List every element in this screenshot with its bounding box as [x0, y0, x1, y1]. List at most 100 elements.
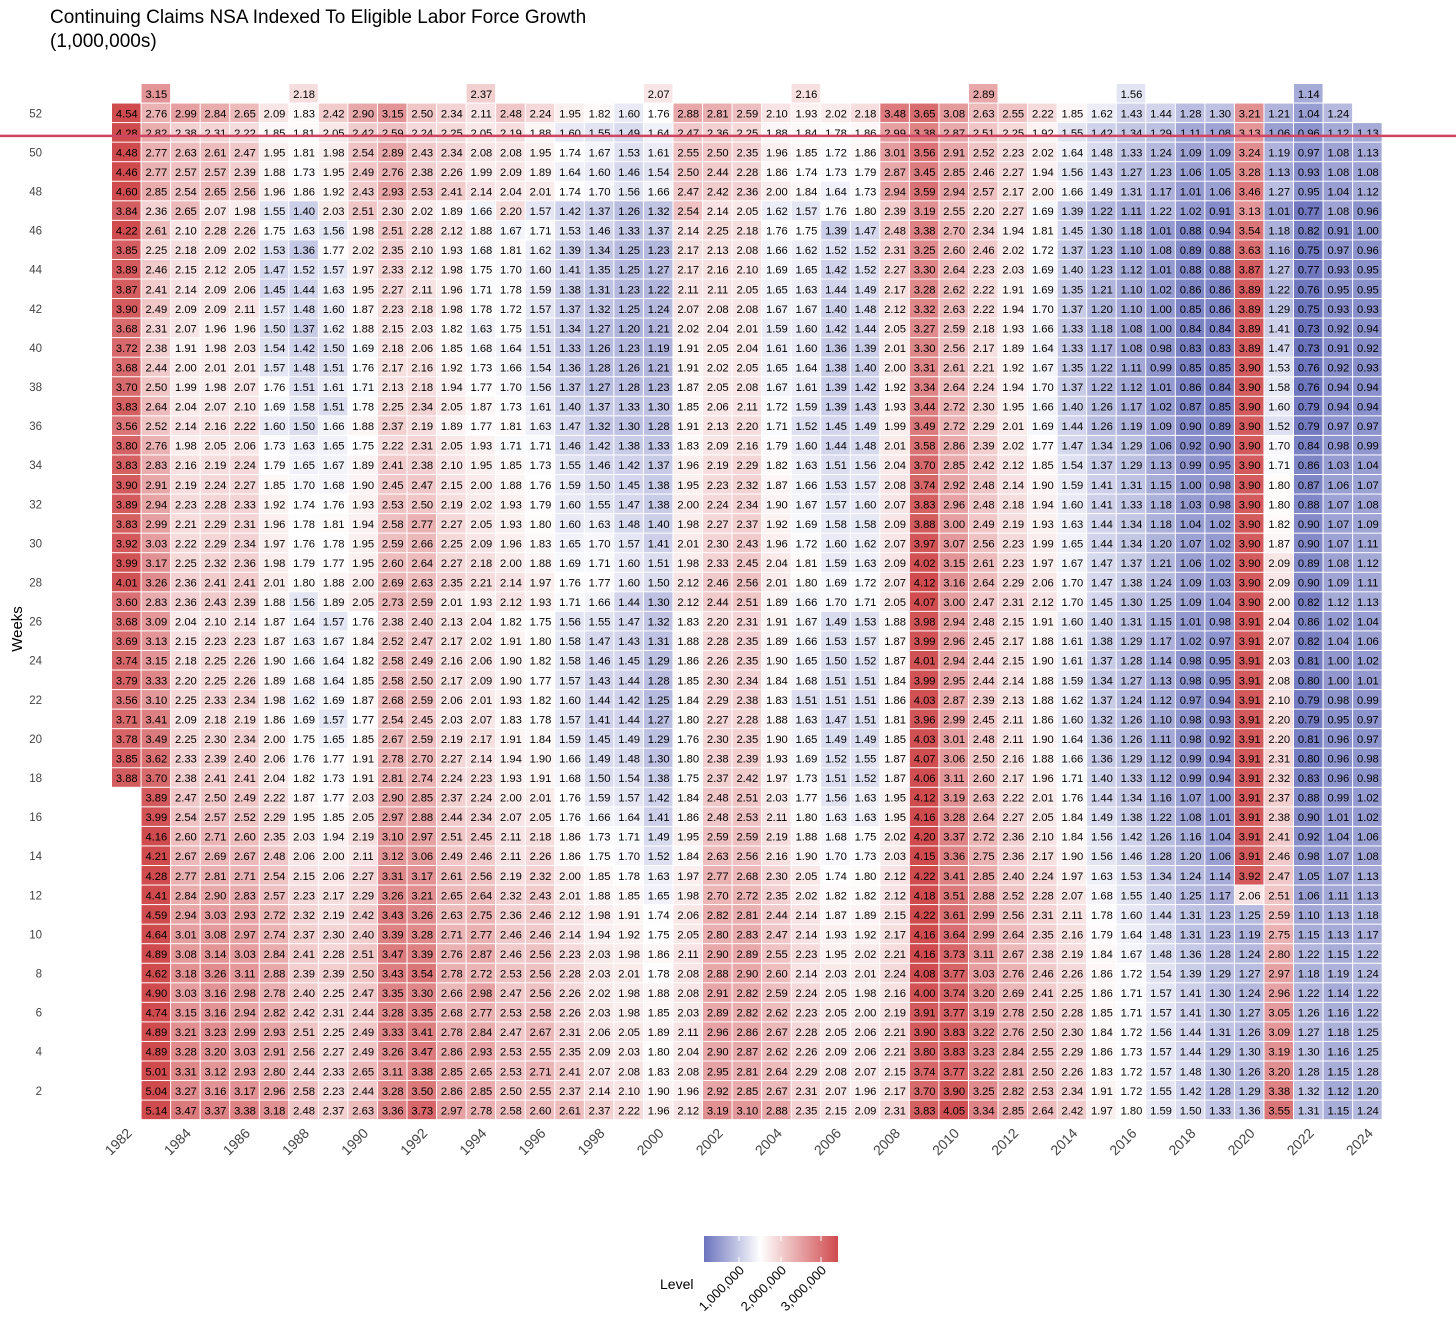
heatmap-cell: 2.34	[437, 142, 466, 162]
cell-label: 2.14	[175, 421, 197, 433]
heatmap-cell: 2.07	[880, 533, 909, 553]
cell-label: 2.72	[943, 421, 965, 433]
heatmap-cell: 3.37	[939, 826, 968, 846]
heatmap-cell: 2.18	[850, 103, 880, 123]
heatmap-cell: 2.03	[348, 787, 377, 807]
heatmap-cell: 1.70	[821, 846, 850, 865]
heatmap-cell: 2.50	[496, 1081, 525, 1100]
cell-label: 1.69	[323, 695, 345, 707]
heatmap-cell: 2.00	[171, 357, 200, 377]
heatmap-cell: 2.25	[732, 123, 762, 142]
cell-label: 1.81	[796, 558, 818, 570]
heatmap-cell: 3.65	[909, 103, 939, 123]
heatmap-cell: 2.01	[614, 963, 643, 983]
heatmap-cell: 2.10	[200, 611, 230, 631]
heatmap-cell: 3.01	[880, 142, 909, 162]
heatmap-cell: 1.41	[584, 709, 614, 729]
cell-label: 1.95	[352, 284, 374, 296]
cell-label: 2.03	[293, 832, 315, 844]
cell-label: 1.22	[648, 284, 670, 296]
heatmap-cell: 2.21	[880, 1022, 909, 1041]
cell-label: 2.56	[234, 187, 256, 199]
heatmap-cell: 2.24	[1028, 866, 1057, 885]
heatmap-cell: 3.19	[703, 1100, 732, 1120]
heatmap-cell: 2.47	[171, 787, 200, 807]
heatmap-cell: 1.53	[821, 631, 850, 650]
heatmap-cell: 2.23	[200, 631, 230, 650]
heatmap-cell: 2.12	[407, 259, 437, 279]
cell-fill	[112, 259, 141, 279]
cell-label: 2.52	[234, 812, 256, 824]
heatmap-cell: 2.82	[998, 1081, 1028, 1100]
heatmap-cell: 1.56	[821, 787, 850, 807]
heatmap-cell: 2.39	[968, 435, 998, 455]
heatmap-cell: 2.48	[968, 611, 998, 631]
heatmap-cell: 2.81	[703, 103, 732, 123]
cell-label: 2.27	[1002, 206, 1024, 218]
cell-label: 1.65	[323, 734, 345, 746]
heatmap-cell: 2.41	[200, 572, 230, 592]
cell-label: 1.70	[589, 538, 611, 550]
heatmap-cell: 3.03	[230, 944, 259, 963]
cell-label: 1.41	[559, 265, 581, 277]
heatmap-cell: 1.75	[348, 435, 377, 455]
heatmap-cell: 2.14	[673, 220, 702, 240]
heatmap-cell: 2.67	[525, 1022, 555, 1041]
heatmap-cell: 1.93	[466, 435, 496, 455]
cell-label: 2.23	[382, 304, 404, 316]
heatmap-cell: 2.83	[141, 455, 171, 474]
cell-label: 1.82	[530, 656, 552, 668]
heatmap-cell: 3.74	[909, 1061, 939, 1081]
heatmap-cell: 3.37	[200, 1100, 230, 1120]
heatmap-cell: 1.95	[821, 944, 850, 963]
heatmap-cell: 2.00	[673, 494, 702, 514]
heatmap-cell: 1.79	[850, 162, 880, 181]
heatmap-cell: 2.19	[762, 826, 791, 846]
heatmap-cell: 2.35	[762, 885, 791, 905]
heatmap-cell: 1.97	[259, 533, 289, 553]
cell-label: 1.96	[766, 147, 788, 159]
cell-label: 1.57	[796, 206, 818, 218]
cell-label: 2.27	[441, 558, 463, 570]
heatmap-cell: 1.70	[584, 533, 614, 553]
heatmap-cell: 1.76	[348, 357, 377, 377]
cell-label: 1.92	[855, 929, 877, 941]
heatmap-cell: 2.05	[437, 435, 466, 455]
cell-label: 2.12	[884, 871, 906, 883]
cell-label: 2.83	[145, 460, 167, 472]
heatmap-cell: 1.51	[643, 553, 673, 572]
cell-label: 1.89	[766, 636, 788, 648]
heatmap-cell: 1.53	[850, 611, 880, 631]
cell-label: 2.60	[973, 773, 995, 785]
heatmap-cell: 1.60	[791, 318, 821, 338]
cell-label: 1.67	[323, 636, 345, 648]
cell-label: 1.43	[618, 636, 640, 648]
cell-label: 1.33	[618, 226, 640, 238]
cell-label: 2.36	[707, 128, 729, 140]
cell-label: 2.29	[205, 538, 227, 550]
heatmap-cell: 2.22	[230, 123, 259, 142]
cell-label: 4.74	[145, 1008, 167, 1020]
heatmap-cell: 2.34	[437, 103, 466, 123]
cell-label: 1.93	[530, 597, 552, 609]
cell-label: 3.83	[943, 1027, 965, 1039]
cell-label: 1.39	[825, 382, 847, 394]
cell-label: 3.70	[145, 773, 167, 785]
cell-label: 3.83	[116, 402, 138, 414]
cell-label: 2.40	[352, 929, 374, 941]
heatmap-cell: 2.28	[1028, 885, 1057, 905]
chart-title-line-2: (1,000,000s)	[50, 31, 157, 52]
heatmap-cell: 1.53	[614, 142, 643, 162]
heatmap-cell: 3.28	[377, 1081, 407, 1100]
cell-label: 1.86	[559, 851, 581, 863]
heatmap-cell: 2.90	[200, 885, 230, 905]
heatmap-cell: 1.37	[643, 455, 673, 474]
heatmap-cell: 1.75	[850, 826, 880, 846]
cell-label: 2.04	[175, 617, 197, 629]
cell-label: 2.80	[707, 929, 729, 941]
heatmap-cell: 2.02	[466, 494, 496, 514]
heatmap-cell: 1.98	[614, 983, 643, 1002]
heatmap-cell: 1.76	[673, 729, 702, 748]
heatmap-cell: 2.19	[318, 905, 348, 924]
heatmap-cell: 2.32	[525, 866, 555, 885]
